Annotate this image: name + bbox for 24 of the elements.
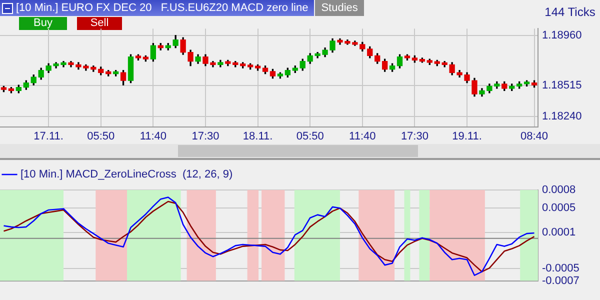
x-tick-label: 11:40 <box>349 130 376 142</box>
x-tick-label: 19.11. <box>452 130 482 142</box>
x-tick-label: 08:40 <box>520 130 548 142</box>
legend-label: [10 Min.] MACD_ZeroLineCross (12, 26, 9) <box>20 168 233 181</box>
y-tick-label: 1.18515 <box>542 80 582 92</box>
annotation: Sell <box>77 17 122 30</box>
y-tick-label: 1.18240 <box>542 110 582 123</box>
chart-title: [10 Min.] EURO FX DEC 20 F.US.EU6Z20 MACD zero line <box>0 0 314 16</box>
text: 144 Ticks <box>544 5 596 20</box>
x-tick-label: 17.11. <box>34 130 64 142</box>
x-tick-label: 05:50 <box>87 130 115 142</box>
y-tick-label: 0.0008 <box>542 184 576 196</box>
x-tick-label: 05:50 <box>296 130 324 142</box>
y-tick-label: 0.0005 <box>542 202 576 214</box>
x-tick-label: 11:40 <box>140 130 167 142</box>
y-tick-label: 1.18960 <box>542 29 582 42</box>
y-tick-label: -0.0007 <box>542 274 580 287</box>
x-tick-label: 17:30 <box>192 130 220 142</box>
annotation: Buy <box>19 17 67 30</box>
y-tick-label: -0.0005 <box>542 262 580 275</box>
x-tick-label: 18.11. <box>242 130 273 142</box>
y-tick-label: 0.0001 <box>542 226 576 238</box>
x-tick-label: 17:30 <box>400 130 428 142</box>
text: Studies <box>315 0 364 16</box>
